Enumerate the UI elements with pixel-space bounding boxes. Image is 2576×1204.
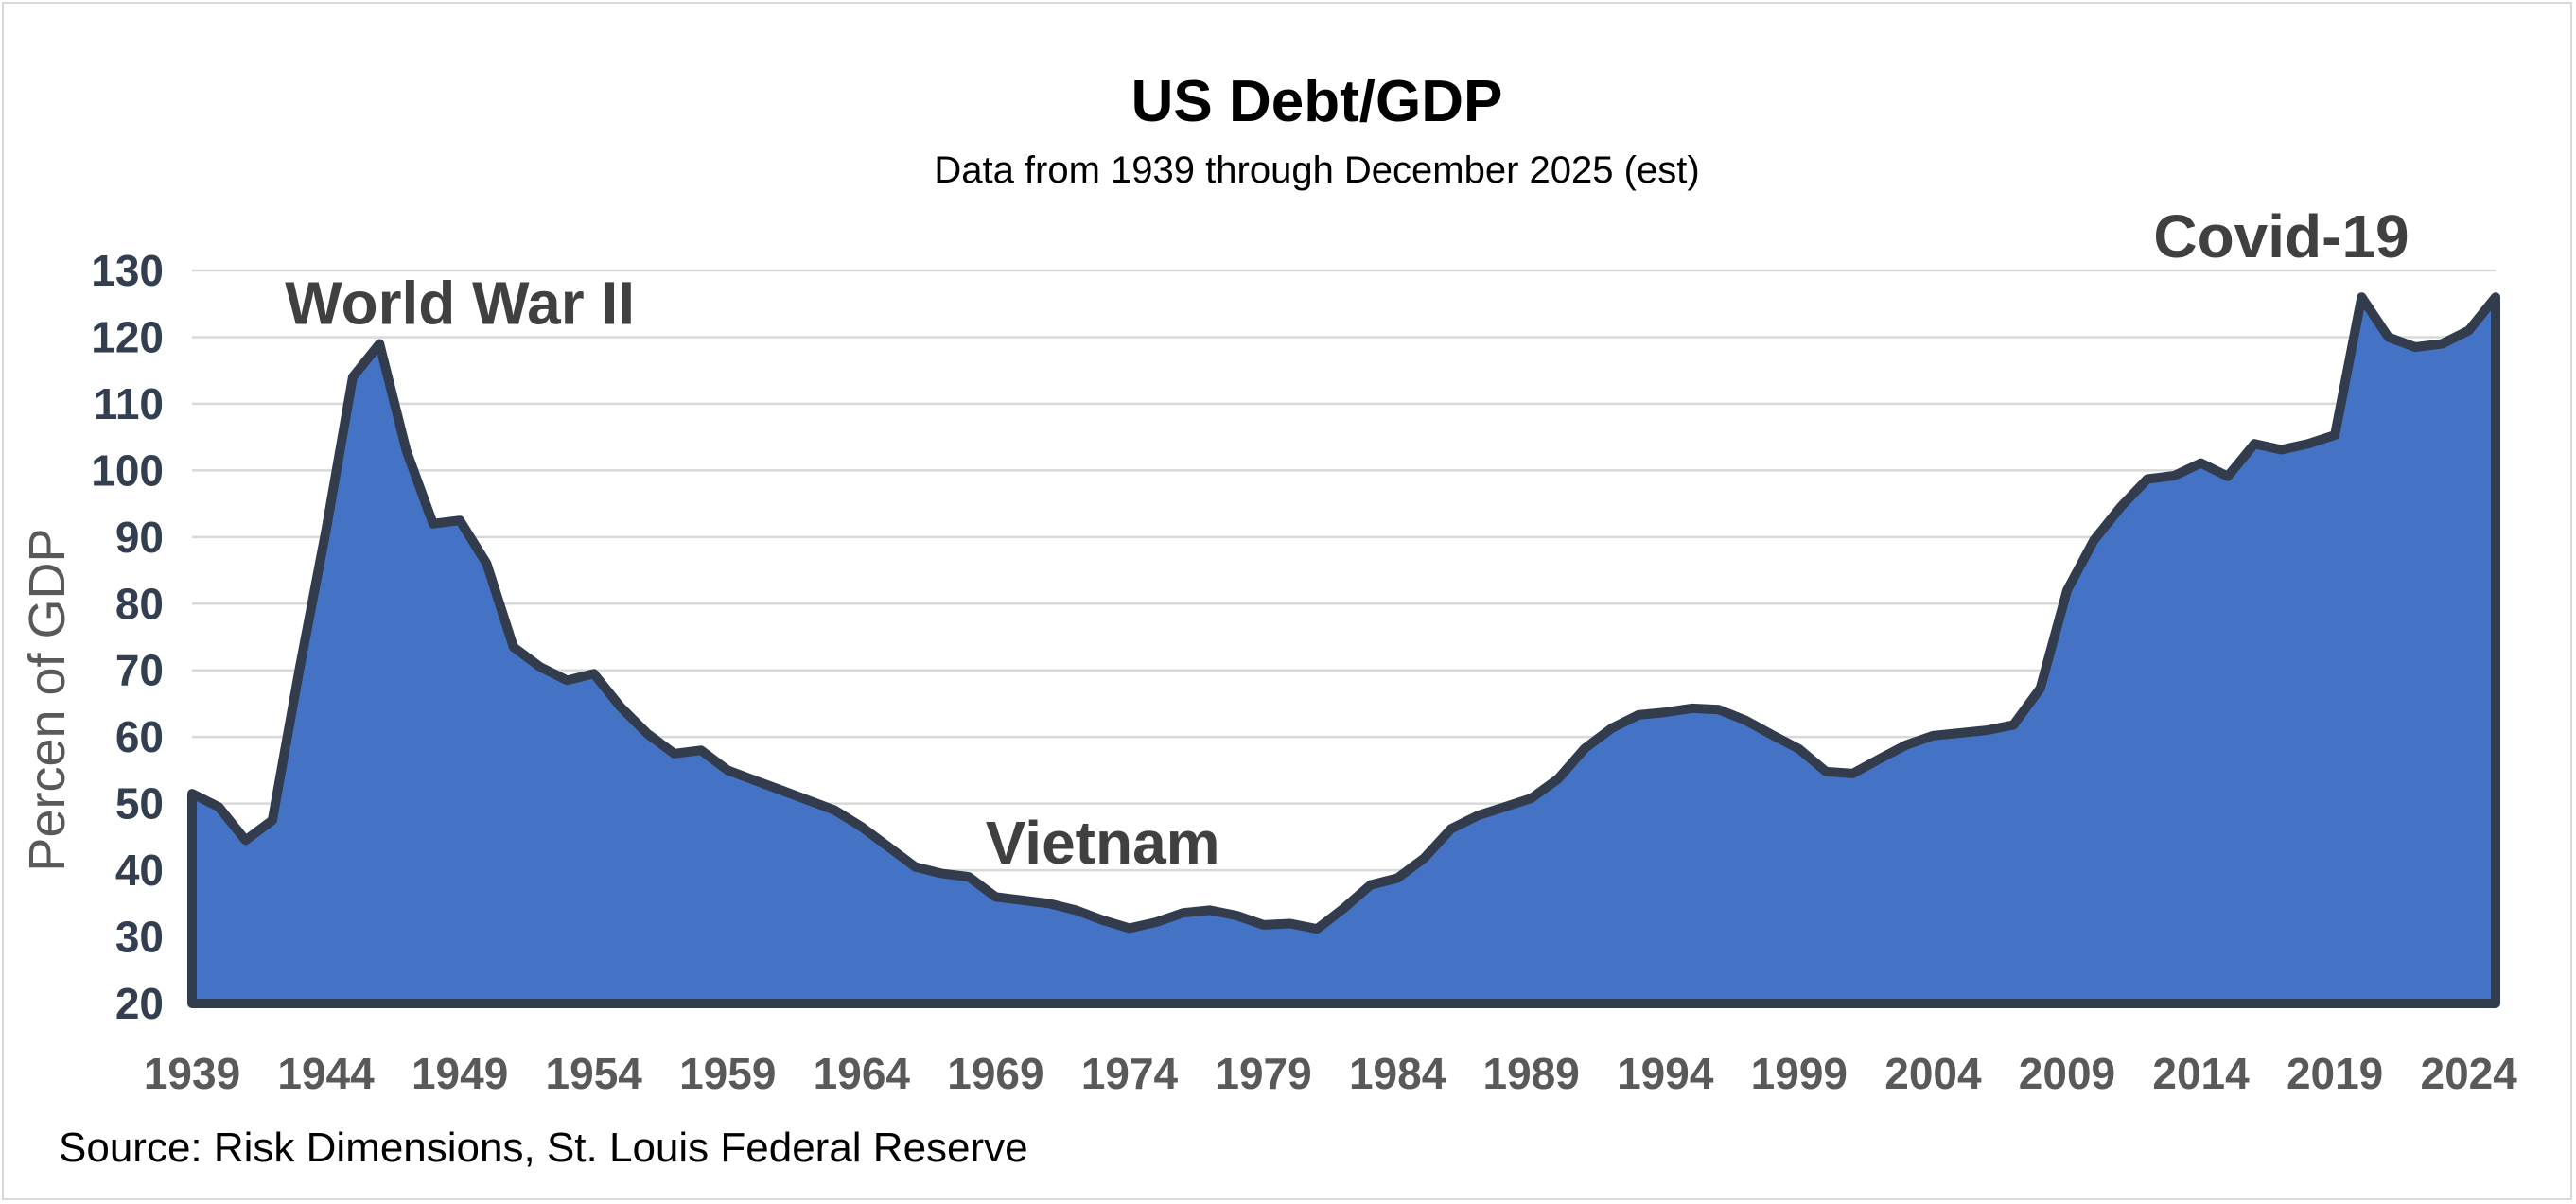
- y-tick-label: 100: [91, 445, 164, 495]
- x-tick-label: 2004: [1884, 1049, 1982, 1098]
- y-axis-label: Percen of GDP: [19, 528, 76, 871]
- y-tick-label: 110: [94, 379, 164, 428]
- chart-subtitle: Data from 1939 through December 2025 (es…: [934, 149, 1699, 191]
- x-tick-label: 1949: [412, 1049, 508, 1098]
- x-tick-label: 2009: [2019, 1049, 2115, 1098]
- x-tick-label: 1954: [546, 1049, 643, 1098]
- y-tick-label: 120: [91, 312, 164, 361]
- x-tick-label: 2024: [2421, 1049, 2518, 1098]
- x-tick-label: 1999: [1751, 1049, 1848, 1098]
- x-tick-label: 1959: [679, 1049, 776, 1098]
- y-tick-label: 20: [115, 979, 164, 1028]
- debt-gdp-area: [187, 292, 2500, 1008]
- x-tick-label: 1979: [1215, 1049, 1311, 1098]
- x-tick-label: 1974: [1081, 1049, 1179, 1098]
- x-tick-label: 1964: [814, 1049, 911, 1098]
- annotation-world-war-ii: World War II: [285, 269, 635, 337]
- x-tick-label: 1939: [144, 1049, 240, 1098]
- annotation-vietnam: Vietnam: [986, 809, 1220, 877]
- x-tick-label: 1969: [947, 1049, 1043, 1098]
- chart-title: US Debt/GDP: [1131, 69, 1503, 134]
- x-axis-ticks: 1939 1944 1949 1954 1959 1964 1969 1974 1979 1984…: [144, 1049, 2517, 1098]
- annotation-covid-19: Covid-19: [2153, 202, 2409, 270]
- y-tick-label: 80: [115, 579, 164, 628]
- y-tick-label: 30: [115, 913, 164, 962]
- area-series: [187, 292, 2500, 1008]
- x-tick-label: 2019: [2287, 1049, 2383, 1098]
- y-tick-label: 50: [115, 779, 164, 829]
- y-tick-label: 130: [91, 246, 164, 295]
- x-tick-label: 1944: [277, 1049, 375, 1098]
- x-tick-label: 1989: [1483, 1049, 1580, 1098]
- y-axis-ticks: 20 30 40 50 60 70 80 90 100 110 120 130: [91, 246, 164, 1028]
- y-tick-label: 60: [115, 712, 164, 761]
- y-tick-label: 70: [115, 646, 164, 695]
- x-tick-label: 1994: [1617, 1049, 1714, 1098]
- x-tick-label: 1984: [1349, 1049, 1446, 1098]
- x-tick-label: 2014: [2152, 1049, 2250, 1098]
- y-tick-label: 40: [115, 846, 164, 895]
- y-tick-label: 90: [115, 513, 164, 562]
- source-note: Source: Risk Dimensions, St. Louis Feder…: [59, 1125, 1028, 1171]
